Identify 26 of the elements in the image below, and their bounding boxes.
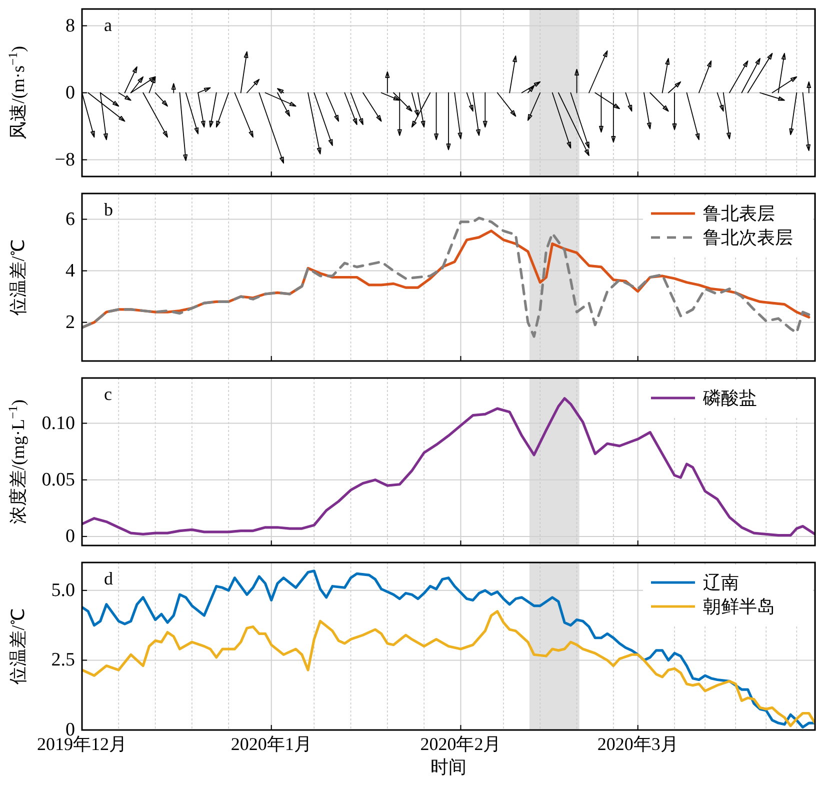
annotation: b [104, 200, 113, 220]
x-tick-label: 2020年3月 [597, 734, 678, 754]
annotation: c [104, 384, 112, 404]
y-tick-label: 6 [66, 208, 75, 230]
x-tick-label: 2020年1月 [230, 734, 312, 754]
y-tick-label: −8 [54, 149, 75, 170]
y-tick-label: 0 [66, 82, 75, 104]
annotation: a [104, 15, 112, 35]
legend-label: 朝鲜半岛 [703, 596, 775, 616]
y-tick-label: 0.10 [42, 412, 75, 434]
legend-label: 鲁北表层 [703, 204, 775, 224]
legend-label: 磷酸盐 [702, 388, 757, 408]
y-tick-label: 0 [66, 526, 75, 547]
y-tick-label: 5.0 [51, 580, 75, 601]
y-tick-label: 8 [66, 15, 75, 36]
x-tick-label: 2020年2月 [420, 734, 502, 754]
y-axis-title: 位温差/℃ [8, 239, 28, 316]
annotation: d [104, 568, 113, 588]
legend-label: 鲁北次表层 [703, 228, 793, 248]
y-tick-label: 0.05 [42, 469, 75, 490]
y-tick-label: 2.5 [51, 650, 75, 671]
legend-label: 辽南 [703, 572, 739, 592]
y-tick-label: 4 [66, 260, 76, 282]
y-axis-title: 位温差/℃ [8, 608, 28, 684]
y-tick-label: 2 [66, 312, 75, 333]
x-axis-title: 时间 [430, 757, 466, 777]
